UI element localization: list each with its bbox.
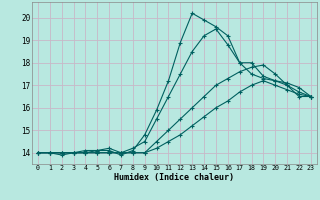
X-axis label: Humidex (Indice chaleur): Humidex (Indice chaleur) [115, 173, 234, 182]
